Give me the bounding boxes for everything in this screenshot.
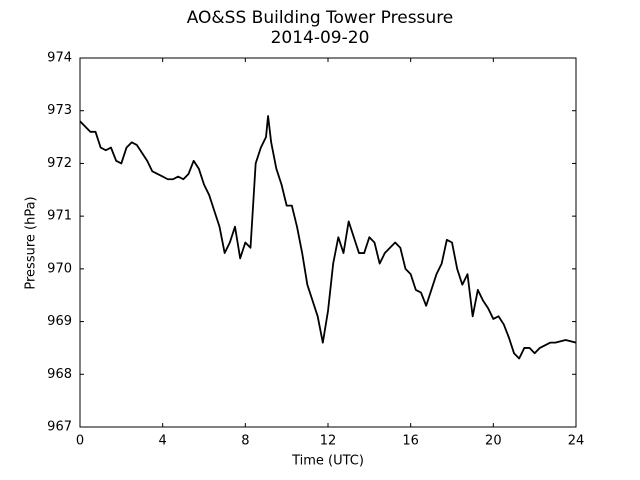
plot-frame xyxy=(79,57,577,428)
y-tick-label: 967 xyxy=(47,420,72,435)
y-tick-label: 971 xyxy=(47,209,72,224)
x-tick-label: 8 xyxy=(241,434,249,449)
y-tick-label: 969 xyxy=(47,314,72,329)
x-tick-label: 12 xyxy=(320,434,337,449)
chart-subtitle: 2014-09-20 xyxy=(271,28,370,48)
x-tick-label: 20 xyxy=(485,434,502,449)
y-tick-label: 972 xyxy=(47,156,72,171)
x-tick-label: 0 xyxy=(76,434,84,449)
x-tick-label: 4 xyxy=(159,434,167,449)
chart-title: AO&SS Building Tower Pressure xyxy=(187,8,454,28)
y-tick-label: 970 xyxy=(47,261,72,276)
y-tick-label: 973 xyxy=(47,103,72,118)
y-tick-label: 974 xyxy=(47,51,72,66)
y-tick-label: 968 xyxy=(47,367,72,382)
x-axis-label: Time (UTC) xyxy=(291,454,364,469)
data-line xyxy=(79,115,577,360)
x-tick-label: 16 xyxy=(402,434,419,449)
y-axis-label: Pressure (hPa) xyxy=(24,196,39,289)
x-tick-label: 24 xyxy=(568,434,585,449)
